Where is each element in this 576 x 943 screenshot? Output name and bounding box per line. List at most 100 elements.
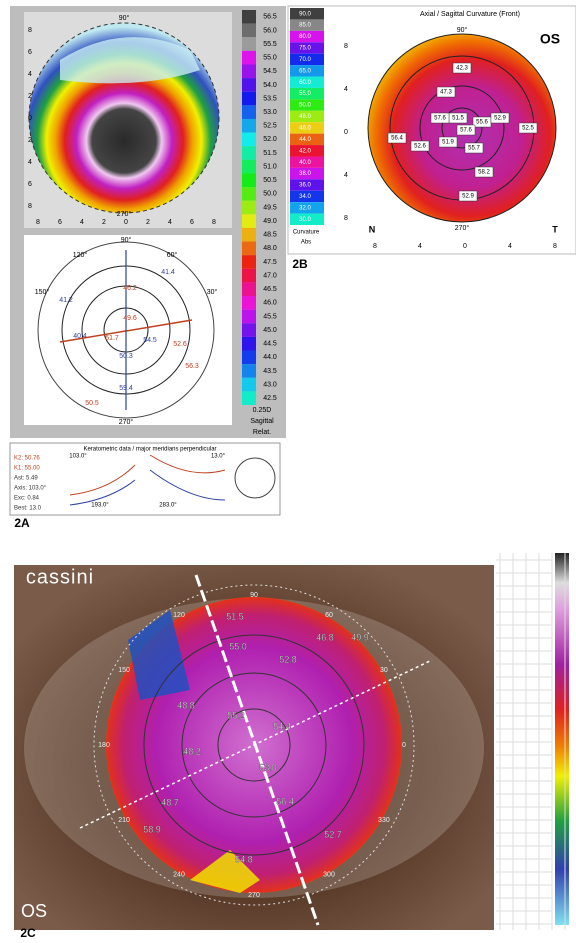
scale-swatch (242, 255, 256, 269)
map-value: 48.7 (161, 797, 179, 807)
polar-value: 50.5 (85, 400, 99, 407)
scale-footer: 0.25D (253, 407, 272, 414)
map-value: 56.4 (276, 796, 294, 806)
angle-label: 90° (119, 14, 130, 22)
angle-label: 240 (173, 872, 185, 879)
scale-swatch (242, 78, 256, 92)
scale-swatch (242, 282, 256, 296)
axis-label: 8 (36, 219, 40, 226)
scale-label: 60.0 (299, 80, 311, 86)
scale-label: 36.0 (299, 183, 311, 189)
scale-label: 50.0 (263, 191, 277, 198)
scale-swatch (242, 337, 256, 351)
scale-label: 48.5 (263, 232, 277, 239)
scale-swatch (242, 228, 256, 242)
axis-label: 6 (58, 219, 62, 226)
scale-label: 46.0 (263, 300, 277, 307)
scale-label: 48.0 (263, 245, 277, 252)
scale-label: 80.0 (299, 34, 311, 40)
angle-label: 270° (455, 224, 470, 232)
scale-label: 42.5 (263, 395, 277, 402)
scale-label: 56.0 (263, 27, 277, 34)
map-value: 54.8 (235, 854, 253, 864)
data-strip (10, 443, 280, 515)
axis-label: 0 (124, 219, 128, 226)
polar-value: 50.3 (119, 353, 133, 360)
axis-label: 4 (28, 71, 32, 78)
scale-swatch (242, 146, 256, 160)
axis-label: 4 (508, 243, 512, 250)
angle-label: 300 (323, 872, 335, 879)
polar-value: 52.6 (173, 341, 187, 348)
scale-label: 55.0 (263, 55, 277, 62)
scale-swatch (242, 296, 256, 310)
scale-label: 49.0 (263, 218, 277, 225)
angle-label: 210 (118, 817, 130, 824)
angle-label: 270 (248, 892, 260, 899)
scale-label: 85.0 (299, 23, 311, 29)
scale-label: 51.0 (263, 163, 277, 170)
scale-label: 40.0 (299, 160, 311, 166)
strip-value: 283.0° (159, 503, 177, 509)
scale-swatch (242, 51, 256, 65)
polar-value: 40.4 (73, 333, 87, 340)
axis-label: 6 (28, 181, 32, 188)
axis-label: 2 (146, 219, 150, 226)
scale-footer: Abs (301, 240, 311, 246)
axis-label: 6 (28, 49, 32, 56)
strip-row: K1: 55.00 (14, 466, 40, 472)
scale-label: 32.0 (299, 205, 311, 211)
scale-footer: Relat. (253, 429, 271, 436)
strip-row: Exc: 0.84 (14, 496, 40, 502)
scale-label: 49.5 (263, 204, 277, 211)
scale-swatch (242, 64, 256, 78)
map-value: 48.8 (177, 700, 195, 710)
scale-swatch (242, 351, 256, 365)
map-value: 55.6 (476, 120, 488, 126)
polar-value: 59.4 (119, 385, 133, 392)
scale-footer: Sagittal (250, 418, 274, 425)
scale-swatch (242, 37, 256, 51)
scale-swatch (242, 10, 256, 24)
scale-label: 65.0 (299, 68, 311, 74)
scale-label: 54.0 (263, 82, 277, 89)
scale-label: 55.0 (299, 91, 311, 97)
polar-value: 41.2 (59, 297, 73, 304)
scale-swatch (242, 269, 256, 283)
map-value: 58.9 (143, 824, 161, 834)
polar-value: 54.5 (143, 337, 157, 344)
angle-label: 30° (207, 288, 218, 296)
scale-label: 48.0 (299, 114, 311, 120)
strip-value: 103.0° (69, 454, 87, 460)
axis-label: 8 (373, 243, 377, 250)
scale-label: 43.0 (263, 381, 277, 388)
map-value: 48.2 (183, 746, 201, 756)
scale-swatch (242, 173, 256, 187)
strip-row: Axis: 103.0° (14, 486, 47, 492)
angle-label: 330 (378, 817, 390, 824)
scale-label: 46.0 (299, 125, 311, 131)
panel-label: 2A (14, 516, 30, 530)
scale-swatch (242, 92, 256, 106)
polar-value: 46.2 (123, 285, 137, 292)
map-value: 55.2 (227, 710, 245, 720)
scale-label: 30.0 (299, 217, 311, 223)
map-value: 55.7 (468, 146, 480, 152)
scale-label: 70.0 (299, 57, 311, 63)
axis-label: 0 (344, 129, 348, 136)
axis-label: 4 (344, 86, 348, 93)
angle-label: 90° (457, 26, 468, 34)
scale-label: 52.5 (263, 123, 277, 130)
map-value: 49.9 (351, 632, 369, 642)
scale-swatch (242, 105, 256, 119)
scale-swatch (242, 364, 256, 378)
axis-label: 2 (28, 137, 32, 144)
map-value: 52.6 (414, 144, 426, 150)
scale-label: 45.5 (263, 313, 277, 320)
map-value: 56.4 (391, 136, 403, 142)
strip-value: 193.0° (91, 503, 109, 509)
axis-label: 8 (212, 219, 216, 226)
brand-logo: cassini (26, 566, 94, 588)
axis-label: 6 (190, 219, 194, 226)
strip-row: Best: 13.0 (14, 506, 42, 512)
